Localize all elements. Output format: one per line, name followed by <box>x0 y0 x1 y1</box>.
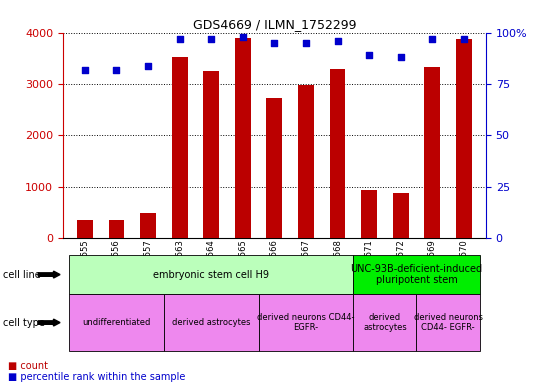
Bar <box>361 190 377 238</box>
Point <box>239 34 247 40</box>
Bar <box>330 69 346 238</box>
Point <box>175 36 184 42</box>
Point <box>207 36 216 42</box>
Point <box>270 40 278 46</box>
Text: derived neurons CD44-
EGFR-: derived neurons CD44- EGFR- <box>257 313 355 332</box>
Title: GDS4669 / ILMN_1752299: GDS4669 / ILMN_1752299 <box>193 18 356 31</box>
Point <box>428 36 437 42</box>
Text: derived
astrocytes: derived astrocytes <box>363 313 407 332</box>
Bar <box>298 85 314 238</box>
Bar <box>235 38 251 238</box>
Point <box>301 40 310 46</box>
Text: derived astrocytes: derived astrocytes <box>172 318 251 327</box>
Bar <box>140 214 156 238</box>
Text: ■ percentile rank within the sample: ■ percentile rank within the sample <box>8 372 186 382</box>
Bar <box>203 71 219 238</box>
Point <box>144 63 152 69</box>
Text: embryonic stem cell H9: embryonic stem cell H9 <box>153 270 269 280</box>
Point <box>112 66 121 73</box>
Bar <box>77 220 93 238</box>
Text: derived neurons
CD44- EGFR-: derived neurons CD44- EGFR- <box>413 313 483 332</box>
Bar <box>424 66 440 238</box>
Text: ■ count: ■ count <box>8 361 48 371</box>
Point <box>333 38 342 44</box>
Bar <box>109 220 124 238</box>
Text: cell line: cell line <box>3 270 40 280</box>
Bar <box>172 57 187 238</box>
Point <box>460 36 468 42</box>
Text: UNC-93B-deficient-induced
pluripotent stem: UNC-93B-deficient-induced pluripotent st… <box>351 264 483 285</box>
Point <box>396 54 405 60</box>
Point <box>365 52 373 58</box>
Bar <box>456 39 472 238</box>
Bar <box>393 193 408 238</box>
Bar <box>266 98 282 238</box>
Text: cell type: cell type <box>3 318 45 328</box>
Point <box>80 66 89 73</box>
Text: undifferentiated: undifferentiated <box>82 318 151 327</box>
